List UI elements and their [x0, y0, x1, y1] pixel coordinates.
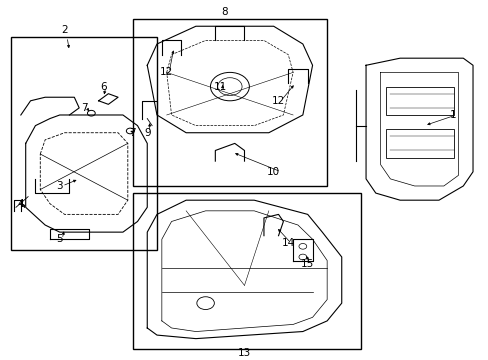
Text: 5: 5: [56, 234, 63, 244]
Text: 7: 7: [81, 103, 87, 113]
Text: 13: 13: [237, 348, 251, 358]
Text: 1: 1: [449, 110, 456, 120]
Text: 10: 10: [266, 167, 280, 177]
Text: 15: 15: [301, 259, 314, 269]
Text: 8: 8: [221, 7, 228, 17]
Text: 7: 7: [129, 128, 136, 138]
Text: 4: 4: [18, 199, 24, 209]
Text: 6: 6: [100, 82, 106, 91]
Text: 2: 2: [61, 25, 68, 35]
Bar: [385, 129, 453, 158]
Text: 12: 12: [271, 96, 285, 106]
Text: 11: 11: [213, 82, 226, 91]
Text: 9: 9: [143, 128, 150, 138]
Text: 3: 3: [56, 181, 63, 191]
Text: 12: 12: [160, 67, 173, 77]
Bar: [385, 87, 453, 115]
Text: 14: 14: [281, 238, 294, 248]
